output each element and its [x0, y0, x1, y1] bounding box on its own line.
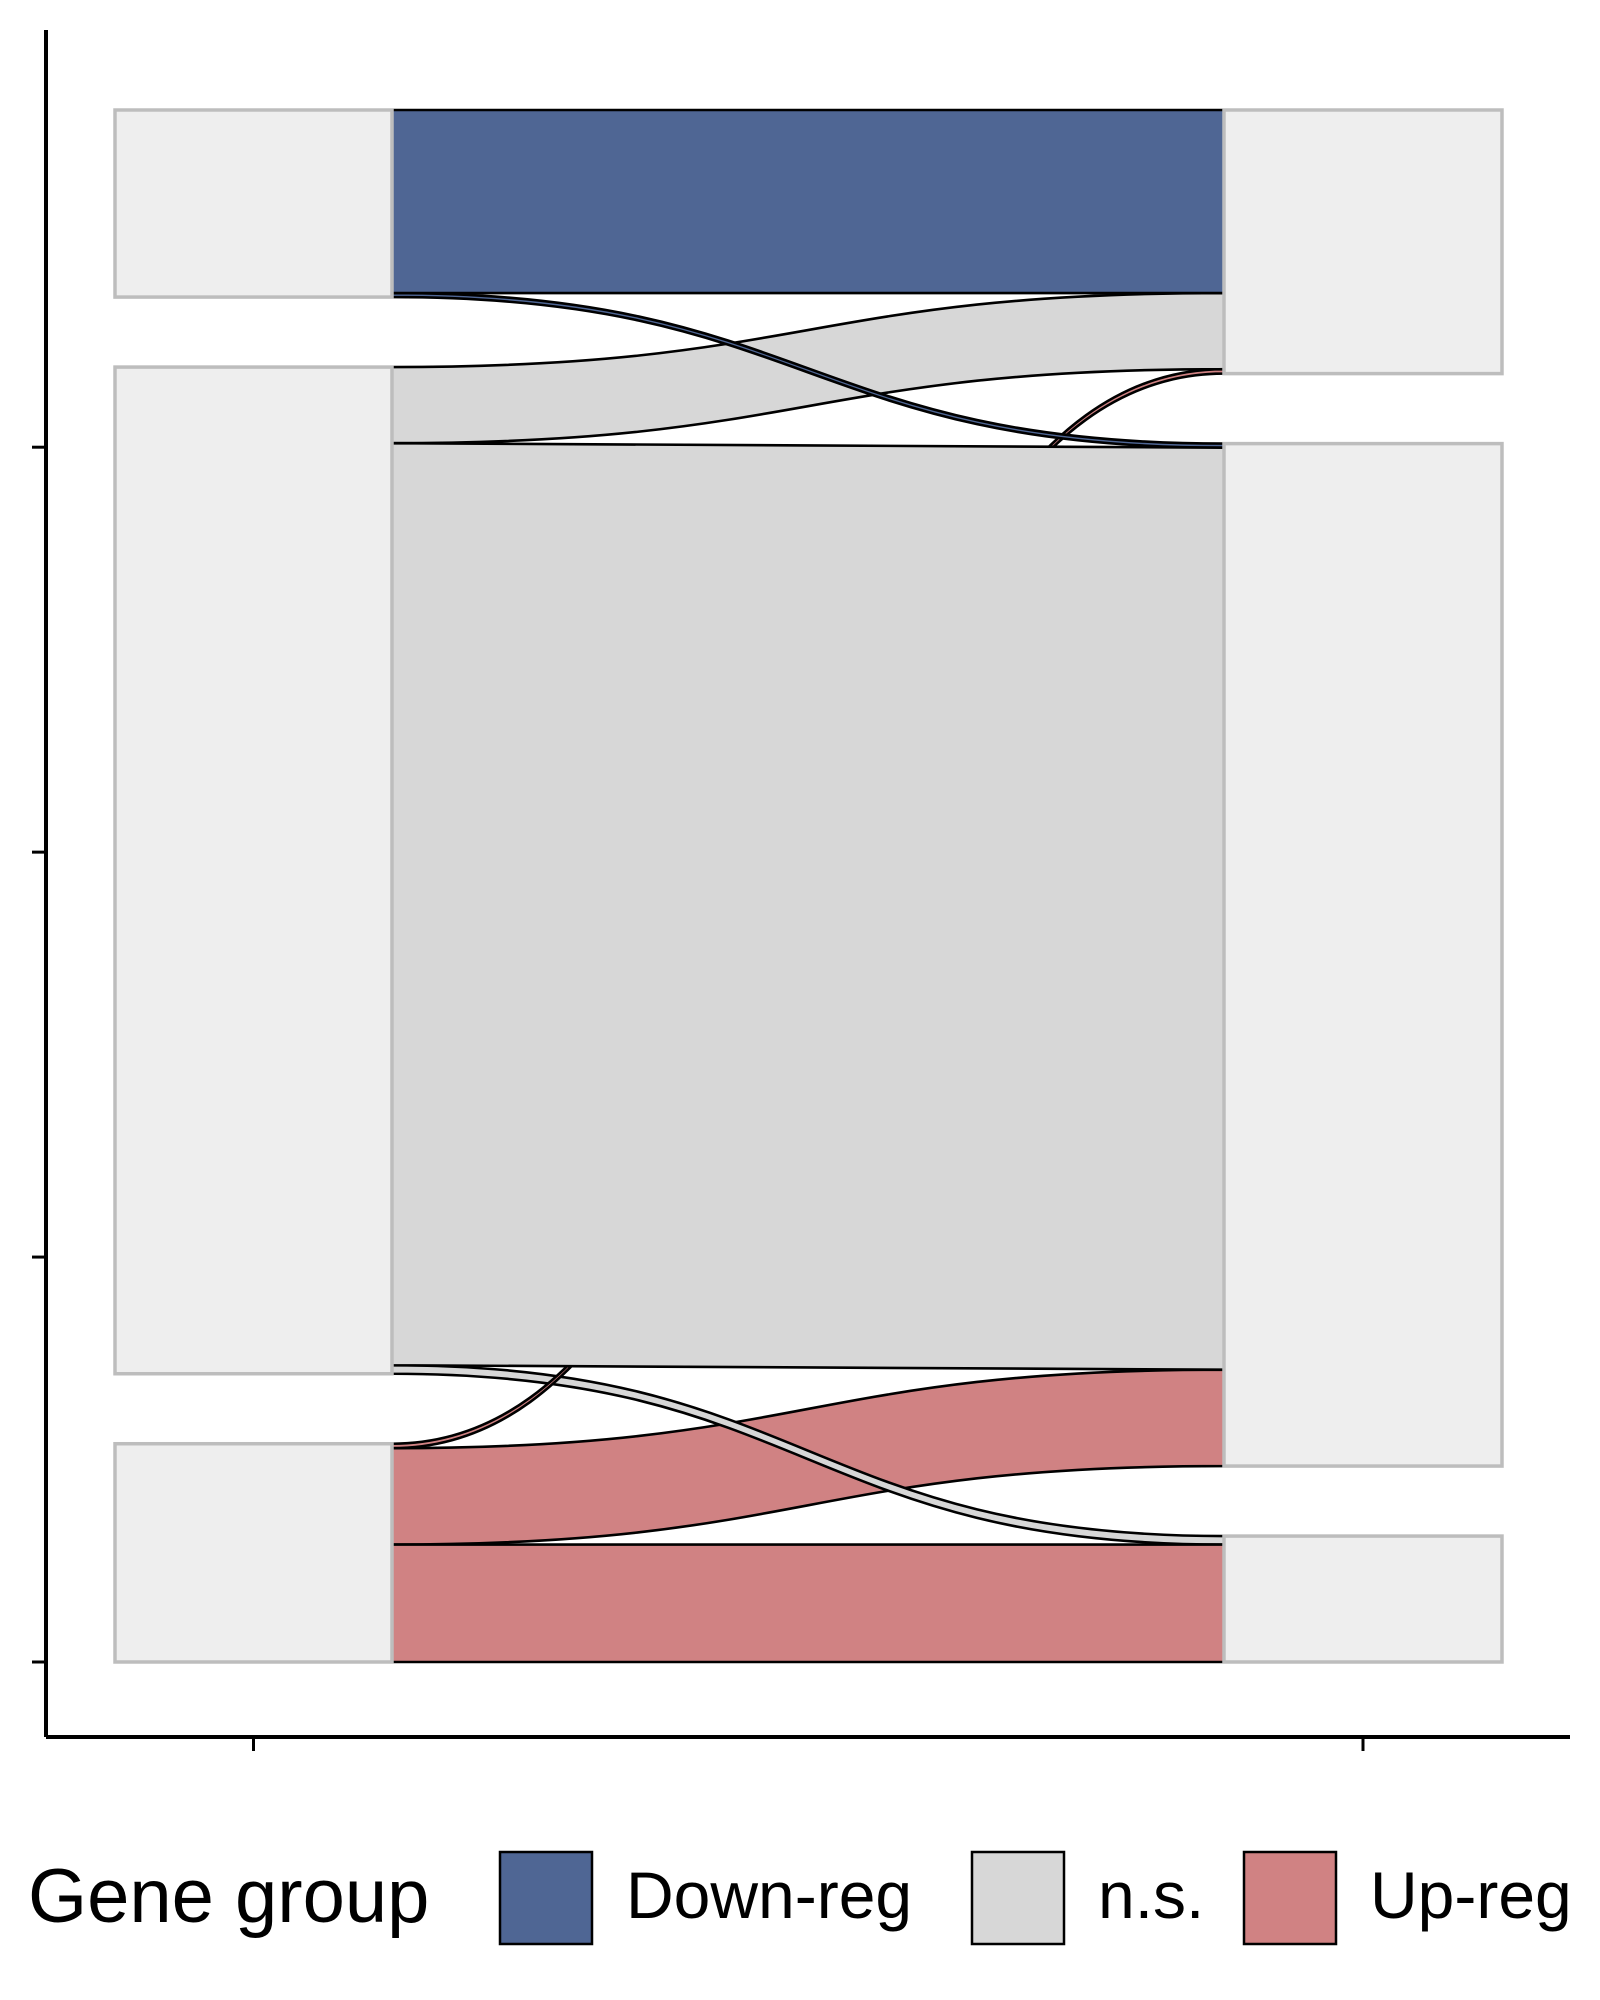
legend-key-up-reg	[1242, 1850, 1338, 1946]
strata-layer	[113, 108, 1504, 1664]
legend-title: Gene group	[28, 1854, 429, 1939]
stratum-axis1-ns	[113, 365, 394, 1376]
flow-downreg-to-downreg	[390, 108, 1226, 295]
legend-label-ns: n.s.	[1098, 1858, 1204, 1932]
flows-layer	[390, 108, 1226, 1664]
legend-label-down-reg: Down-reg	[626, 1858, 912, 1932]
stratum-axis2-upreg	[1222, 1534, 1504, 1664]
stratum-axis1-upreg	[113, 1441, 394, 1664]
stratum-axis2-downreg	[1222, 108, 1504, 376]
legend-label-up-reg: Up-reg	[1370, 1858, 1572, 1932]
axes	[32, 30, 1570, 1751]
stratum-axis1-downreg	[113, 108, 394, 299]
legend: Gene group Down-reg n.s. Up-reg	[28, 1850, 1572, 1946]
flow-upreg-to-upreg	[390, 1543, 1226, 1664]
flow-ns-to-ns	[390, 441, 1226, 1371]
stratum-axis2-ns	[1222, 441, 1504, 1468]
legend-key-down-reg	[498, 1850, 594, 1946]
legend-key-ns	[970, 1850, 1066, 1946]
